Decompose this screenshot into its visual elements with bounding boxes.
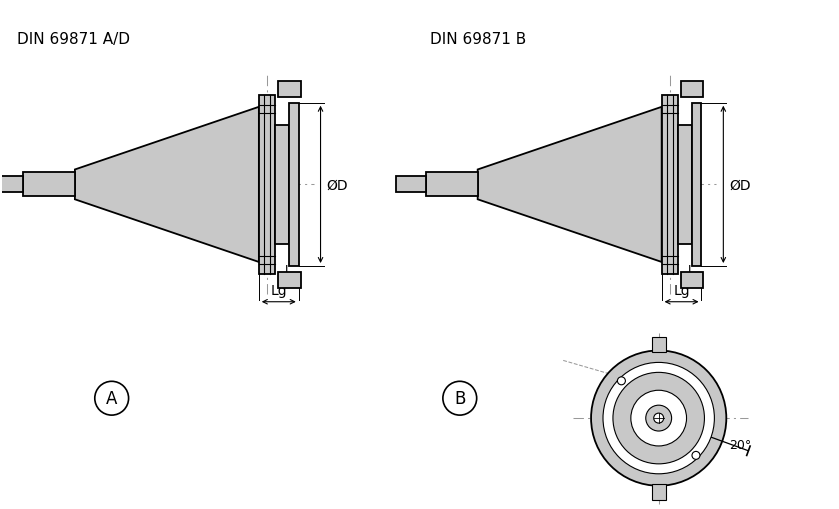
Circle shape xyxy=(654,413,664,423)
Text: ØD: ØD xyxy=(729,178,751,192)
Polygon shape xyxy=(278,272,300,288)
Polygon shape xyxy=(426,173,477,197)
Text: DIN 69871 A/D: DIN 69871 A/D xyxy=(18,32,130,47)
Text: ØD: ØD xyxy=(326,178,348,192)
Circle shape xyxy=(591,351,727,486)
Circle shape xyxy=(631,390,686,446)
Polygon shape xyxy=(0,177,23,193)
Polygon shape xyxy=(652,337,665,353)
Text: A: A xyxy=(106,389,117,407)
Polygon shape xyxy=(75,107,259,263)
Circle shape xyxy=(692,451,700,460)
Circle shape xyxy=(646,405,671,431)
Text: 20°: 20° xyxy=(729,438,752,451)
Text: DIN 69871 B: DIN 69871 B xyxy=(430,32,526,47)
Text: Lg: Lg xyxy=(270,283,287,297)
Polygon shape xyxy=(652,484,665,500)
Polygon shape xyxy=(691,104,701,266)
Polygon shape xyxy=(680,272,703,288)
Polygon shape xyxy=(23,173,75,197)
Polygon shape xyxy=(259,96,275,274)
Polygon shape xyxy=(680,82,703,98)
Text: l: l xyxy=(688,264,691,277)
Polygon shape xyxy=(289,104,299,266)
Polygon shape xyxy=(678,125,691,244)
Circle shape xyxy=(618,377,625,385)
Text: Lg: Lg xyxy=(673,283,690,297)
Polygon shape xyxy=(662,96,678,274)
Polygon shape xyxy=(477,107,662,263)
Circle shape xyxy=(613,373,705,464)
Circle shape xyxy=(603,363,714,474)
Text: l: l xyxy=(285,264,289,277)
Polygon shape xyxy=(278,82,300,98)
Polygon shape xyxy=(396,177,426,193)
Text: B: B xyxy=(454,389,466,407)
Polygon shape xyxy=(275,125,289,244)
